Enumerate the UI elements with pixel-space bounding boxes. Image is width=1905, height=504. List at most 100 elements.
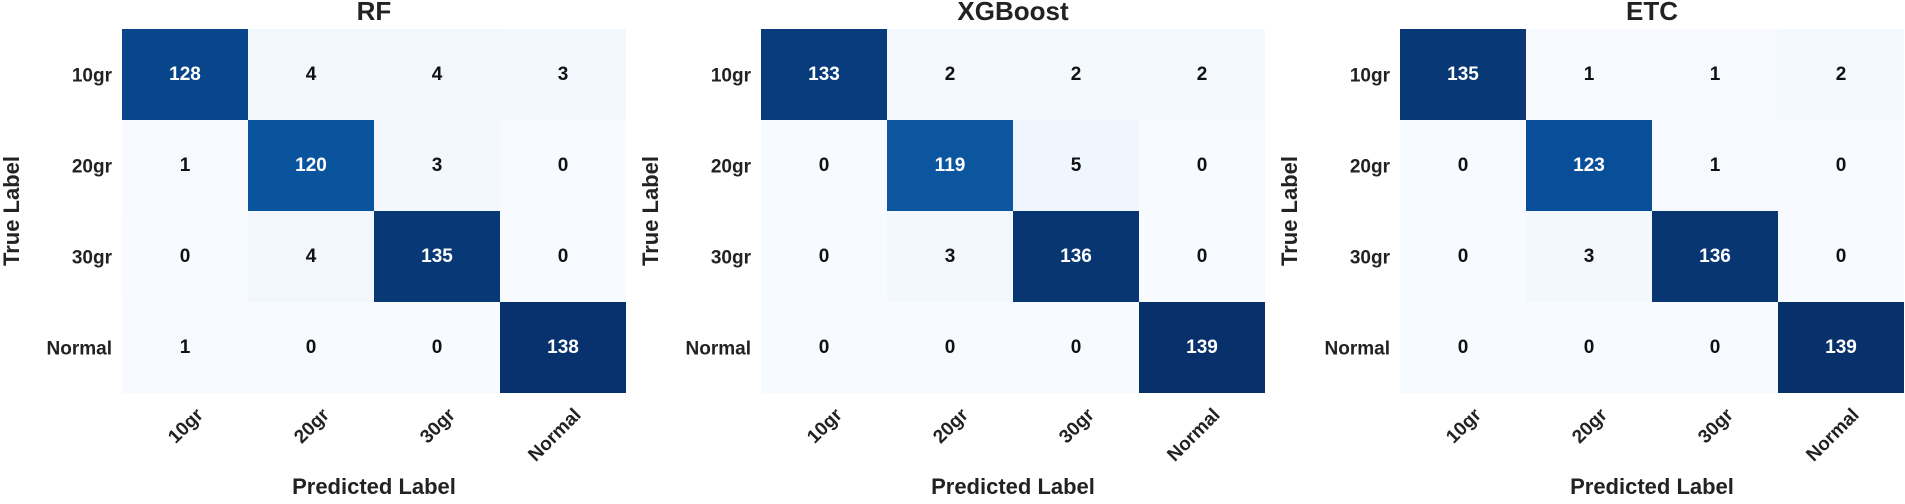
heatmap-panel-rf: RF 128 4 4 3 1 120 3 0 0 4 135 0 1 0 0 138 10gr 20gr 30gr No… <box>0 0 626 499</box>
cell-value-label: 135 <box>421 246 453 267</box>
panel-title: ETC <box>1626 0 1678 26</box>
heatmap-cell <box>1778 302 1904 393</box>
heatmap-cell <box>374 211 500 302</box>
cell-value-label: 4 <box>432 64 443 85</box>
heatmap-cell <box>1652 211 1778 302</box>
cell-value-label: 1 <box>180 337 191 358</box>
heatmap-cell <box>1400 29 1526 120</box>
cell-value-label: 119 <box>935 155 966 176</box>
x-tick-label: 20gr <box>290 404 334 448</box>
cell-value-label: 1 <box>1584 64 1595 85</box>
heatmap-cell <box>122 29 248 120</box>
cell-value-label: 2 <box>1197 64 1208 85</box>
cell-value-label: 0 <box>819 246 830 267</box>
y-tick-label: 10gr <box>1350 66 1391 87</box>
heatmap-cell <box>122 120 248 211</box>
x-axis-label: Predicted Label <box>1570 474 1734 499</box>
heatmap-cell <box>1778 211 1904 302</box>
heatmap-cell <box>1400 302 1526 393</box>
x-tick-label: 20gr <box>929 404 973 448</box>
cell-value-label: 0 <box>558 246 569 267</box>
heatmap-cell <box>500 120 626 211</box>
heatmap-panel-xgboost: XGBoost 133 2 2 2 0 119 5 0 0 3 136 0 0 0 0 139 10gr 20gr 3… <box>638 0 1265 499</box>
heatmap-cell <box>122 211 248 302</box>
y-tick-label: 20gr <box>72 157 113 178</box>
heatmap-cell <box>761 302 887 393</box>
cell-value-label: 136 <box>1060 246 1092 267</box>
heatmap-cell <box>761 211 887 302</box>
cell-value-label: 0 <box>1458 337 1469 358</box>
y-tick-label: 30gr <box>711 248 752 269</box>
cell-value-label: 139 <box>1186 337 1218 358</box>
cell-value-label: 2 <box>1836 64 1847 85</box>
cell-value-label: 3 <box>432 155 443 176</box>
y-tick-label: 30gr <box>1350 248 1391 269</box>
cell-value-label: 0 <box>1197 155 1208 176</box>
x-tick-label: 20gr <box>1568 404 1612 448</box>
cell-value-label: 5 <box>1071 155 1082 176</box>
x-axis-label: Predicted Label <box>292 474 456 499</box>
cell-value-label: 0 <box>1458 155 1469 176</box>
heatmap-cell <box>1400 120 1526 211</box>
cell-value-label: 3 <box>558 64 569 85</box>
heatmap-cell <box>761 120 887 211</box>
x-tick-label: Normal <box>1163 405 1224 466</box>
heatmap-cell <box>500 29 626 120</box>
cell-value-label: 0 <box>180 246 191 267</box>
heatmap-cell <box>1526 29 1652 120</box>
y-tick-label: 30gr <box>72 248 113 269</box>
cell-value-label: 0 <box>1836 155 1847 176</box>
heatmap-cell <box>1652 120 1778 211</box>
cell-value-label: 136 <box>1699 246 1731 267</box>
heatmap-cell <box>374 120 500 211</box>
heatmap-cell <box>374 29 500 120</box>
heatmap-cell <box>1139 120 1265 211</box>
cell-value-label: 120 <box>295 155 327 176</box>
heatmap-cell <box>1526 120 1652 211</box>
cell-value-label: 1 <box>180 155 191 176</box>
cell-value-label: 138 <box>547 337 579 358</box>
cell-value-label: 0 <box>1197 246 1208 267</box>
heatmap-cell <box>1778 29 1904 120</box>
heatmap-cell <box>1400 211 1526 302</box>
heatmap-cell <box>248 29 374 120</box>
cell-value-label: 133 <box>808 64 840 85</box>
panel-title: XGBoost <box>957 0 1069 26</box>
cell-value-label: 0 <box>432 337 443 358</box>
y-axis-label: True Label <box>638 156 663 266</box>
cell-value-label: 3 <box>945 246 956 267</box>
y-tick-label: 20gr <box>1350 157 1391 178</box>
cell-value-label: 135 <box>1447 64 1479 85</box>
cell-value-label: 139 <box>1825 337 1857 358</box>
heatmap-cell <box>1526 211 1652 302</box>
cell-value-label: 123 <box>1573 155 1605 176</box>
heatmap-cell <box>1139 29 1265 120</box>
heatmap-cell <box>1526 302 1652 393</box>
cell-value-label: 0 <box>306 337 317 358</box>
cell-value-label: 0 <box>1458 246 1469 267</box>
cell-value-label: 0 <box>1071 337 1082 358</box>
cell-value-label: 128 <box>169 64 201 85</box>
x-tick-label: 30gr <box>1055 404 1099 448</box>
cell-value-label: 1 <box>1710 155 1721 176</box>
heatmap-cell <box>887 120 1013 211</box>
heatmap-cell <box>248 211 374 302</box>
heatmap-cell <box>122 302 248 393</box>
heatmap-cell <box>887 211 1013 302</box>
x-tick-label: Normal <box>524 405 585 466</box>
cell-value-label: 2 <box>1071 64 1082 85</box>
x-tick-label: 10gr <box>1442 404 1486 448</box>
heatmap-cell <box>1778 120 1904 211</box>
cell-value-label: 0 <box>558 155 569 176</box>
heatmap-cell <box>1139 211 1265 302</box>
y-tick-label: 10gr <box>72 66 113 87</box>
panel-title: RF <box>357 0 392 26</box>
cell-value-label: 1 <box>1710 64 1721 85</box>
cell-value-label: 0 <box>945 337 956 358</box>
x-tick-label: Normal <box>1802 405 1863 466</box>
cell-value-label: 0 <box>1836 246 1847 267</box>
heatmap-cell <box>500 211 626 302</box>
y-tick-label: 20gr <box>711 157 752 178</box>
heatmap-cell <box>248 120 374 211</box>
x-tick-label: 10gr <box>164 404 208 448</box>
